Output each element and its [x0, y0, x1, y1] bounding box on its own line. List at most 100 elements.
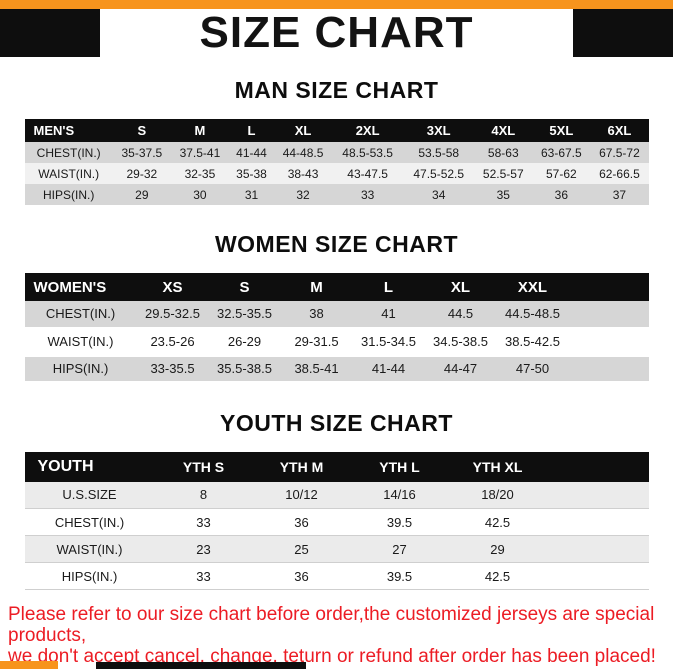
- size-value-cell: 41: [352, 301, 425, 330]
- table-row: HIPS(IN.) 33-35.5 35.5-38.5 38.5-41 41-44 44-…: [24, 355, 649, 384]
- size-header-cell: S: [112, 119, 171, 142]
- size-value-cell: 23.5-26: [136, 328, 209, 357]
- filler-cell: [546, 481, 649, 509]
- size-value-cell: 44.5: [424, 301, 497, 330]
- page-title: SIZE CHART: [199, 8, 474, 57]
- size-value-cell: 36: [252, 562, 351, 590]
- size-value-cell: 34: [403, 184, 475, 205]
- size-value-cell: 31: [228, 184, 275, 205]
- size-value-cell: 52.5-57: [474, 163, 533, 184]
- youth-size-table: YOUTH YTH S YTH M YTH L YTH XL U.S.SIZE 8 10/12…: [24, 451, 649, 590]
- size-value-cell: 33: [332, 184, 404, 205]
- size-value-cell: 27: [350, 535, 449, 563]
- row-label-cell: HIPS(IN.): [24, 562, 155, 590]
- size-header-cell: M: [280, 273, 353, 301]
- row-label-cell: WAIST(IN.): [24, 163, 113, 184]
- table-row: HIPS(IN.) 29 30 31 32 33 34 35 36 37: [24, 184, 649, 205]
- women-size-table: WOMEN'S XS S M L XL XXL CHEST(IN.) 29.5-32.5 32.5…: [24, 273, 649, 384]
- table-row: CHEST(IN.) 35-37.5 37.5-41 41-44 44-48.5 48.5…: [24, 142, 649, 163]
- size-value-cell: 35-37.5: [112, 142, 171, 163]
- size-value-cell: 36: [532, 184, 591, 205]
- size-header-cell: XL: [424, 273, 497, 301]
- size-value-cell: 63-67.5: [532, 142, 591, 163]
- size-value-cell: 29.5-32.5: [136, 301, 209, 330]
- table-title-cell: YOUTH: [24, 451, 155, 482]
- size-value-cell: 48.5-53.5: [332, 142, 404, 163]
- top-frame: SIZE CHART: [0, 0, 673, 57]
- table-row: WAIST(IN.) 29-32 32-35 35-38 38-43 43-47.5 47.…: [24, 163, 649, 184]
- size-value-cell: 30: [170, 184, 229, 205]
- bottom-orange-bar: [0, 661, 58, 669]
- table-header-row: WOMEN'S XS S M L XL XXL: [24, 273, 649, 301]
- size-header-cell: L: [352, 273, 425, 301]
- top-left-black-block: [0, 9, 100, 57]
- size-value-cell: 23: [154, 535, 253, 563]
- filler-cell: [568, 328, 649, 357]
- footer-line-1: Please refer to our size chart before or…: [8, 604, 655, 646]
- table-row: WAIST(IN.) 23.5-26 26-29 29-31.5 31.5-34.5 34…: [24, 328, 649, 357]
- size-header-cell: S: [208, 273, 281, 301]
- footer-line-2: we don't accept cancel, change, teturn o…: [8, 646, 656, 667]
- size-value-cell: 31.5-34.5: [352, 328, 425, 357]
- filler-cell: [568, 301, 649, 330]
- size-value-cell: 33-35.5: [136, 355, 209, 384]
- size-value-cell: 41-44: [352, 355, 425, 384]
- size-value-cell: 32.5-35.5: [208, 301, 281, 330]
- size-value-cell: 38.5-42.5: [496, 328, 569, 357]
- size-header-cell: YTH M: [252, 451, 351, 482]
- size-header-cell: L: [228, 119, 275, 142]
- men-size-table: MEN'S S M L XL 2XL 3XL 4XL 5XL 6XL CHEST(IN.) 35-37…: [24, 119, 649, 205]
- size-header-cell: YTH L: [350, 451, 449, 482]
- size-value-cell: 57-62: [532, 163, 591, 184]
- men-size-chart-section: MAN SIZE CHART MEN'S S M L XL 2XL 3XL 4XL 5XL 6XL…: [0, 77, 673, 205]
- size-value-cell: 41-44: [228, 142, 275, 163]
- size-value-cell: 34.5-38.5: [424, 328, 497, 357]
- table-title-cell: MEN'S: [24, 119, 113, 142]
- size-value-cell: 39.5: [350, 508, 449, 536]
- size-value-cell: 32-35: [170, 163, 229, 184]
- filler-cell: [546, 535, 649, 563]
- filler-cell: [568, 273, 649, 301]
- size-value-cell: 53.5-58: [403, 142, 475, 163]
- size-value-cell: 25: [252, 535, 351, 563]
- row-label-cell: WAIST(IN.): [24, 535, 155, 563]
- top-orange-bar: [0, 0, 673, 9]
- size-value-cell: 35.5-38.5: [208, 355, 281, 384]
- size-value-cell: 38-43: [274, 163, 333, 184]
- size-header-cell: 5XL: [532, 119, 591, 142]
- size-value-cell: 38.5-41: [280, 355, 353, 384]
- title-row: SIZE CHART: [0, 9, 673, 57]
- size-value-cell: 35-38: [228, 163, 275, 184]
- size-value-cell: 18/20: [448, 481, 547, 509]
- size-value-cell: 42.5: [448, 562, 547, 590]
- size-header-cell: 3XL: [403, 119, 475, 142]
- table-row: U.S.SIZE 8 10/12 14/16 18/20: [24, 481, 649, 509]
- row-label-cell: CHEST(IN.): [24, 508, 155, 536]
- table-row: CHEST(IN.) 29.5-32.5 32.5-35.5 38 41 44.5 44.5…: [24, 301, 649, 330]
- size-value-cell: 38: [280, 301, 353, 330]
- size-value-cell: 42.5: [448, 508, 547, 536]
- size-value-cell: 14/16: [350, 481, 449, 509]
- row-label-cell: U.S.SIZE: [24, 481, 155, 509]
- size-value-cell: 29: [448, 535, 547, 563]
- size-value-cell: 58-63: [474, 142, 533, 163]
- size-value-cell: 47-50: [496, 355, 569, 384]
- row-label-cell: WAIST(IN.): [24, 328, 137, 357]
- table-title-cell: WOMEN'S: [24, 273, 137, 301]
- table-row: CHEST(IN.) 33 36 39.5 42.5: [24, 508, 649, 536]
- size-value-cell: 44.5-48.5: [496, 301, 569, 330]
- size-value-cell: 32: [274, 184, 333, 205]
- row-label-cell: CHEST(IN.): [24, 301, 137, 330]
- table-row: HIPS(IN.) 33 36 39.5 42.5: [24, 562, 649, 590]
- top-right-black-block: [573, 9, 673, 57]
- filler-cell: [546, 562, 649, 590]
- table-row: WAIST(IN.) 23 25 27 29: [24, 535, 649, 563]
- size-value-cell: 33: [154, 508, 253, 536]
- filler-cell: [568, 355, 649, 384]
- size-value-cell: 35: [474, 184, 533, 205]
- table-header-row: YOUTH YTH S YTH M YTH L YTH XL: [24, 451, 649, 482]
- filler-cell: [546, 508, 649, 536]
- bottom-black-bar: [96, 662, 306, 669]
- size-header-cell: XS: [136, 273, 209, 301]
- women-size-chart-section: WOMEN SIZE CHART WOMEN'S XS S M L XL XXL CHEST(…: [0, 231, 673, 384]
